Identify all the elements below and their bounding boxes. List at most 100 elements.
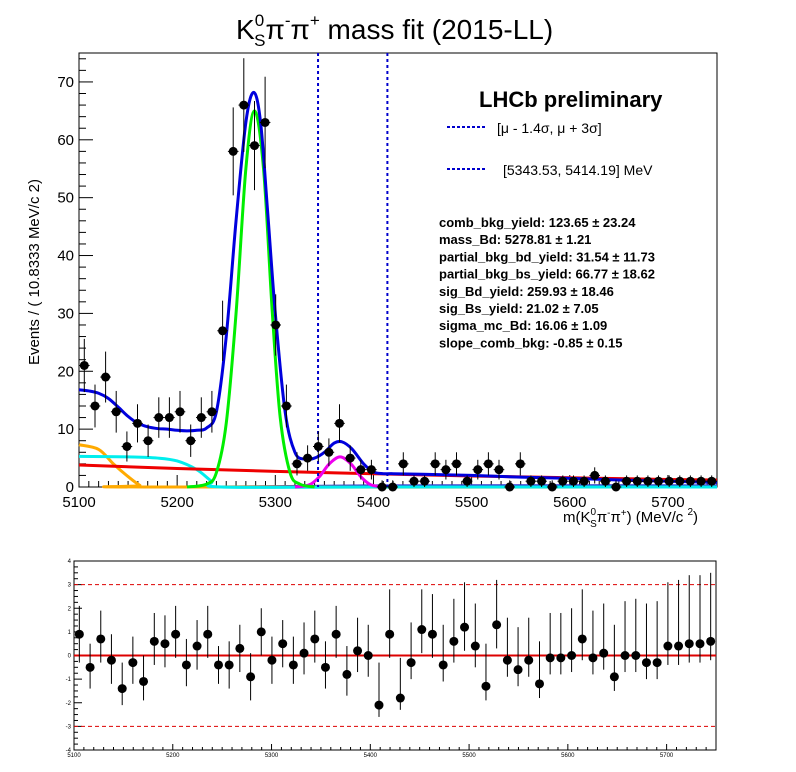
pull-y-tick-label: 4 xyxy=(68,559,72,565)
fit-parameter: mass_Bd: 5278.81 ± 1.21 xyxy=(439,232,591,247)
data-point xyxy=(610,480,622,492)
pull-y-tick-label: 3 xyxy=(68,583,72,589)
data-point xyxy=(621,475,632,487)
pull-point xyxy=(588,610,598,675)
pull-point xyxy=(695,575,705,663)
title-k: K xyxy=(236,14,255,45)
main-axes: 5100 5200 5300 5400 5500 5600 5700 0 10 20 30 40 50 6… xyxy=(57,58,718,511)
pull-point xyxy=(556,612,566,675)
pull-point xyxy=(460,582,470,651)
main-x-tick-label: 5200 xyxy=(160,494,193,511)
pull-point xyxy=(85,643,95,689)
data-point xyxy=(291,452,303,476)
pull-point xyxy=(128,636,138,684)
fit-parameters-box: comb_bkg_yield: 123.65 ± 23.24 mass_Bd: 5… xyxy=(439,215,655,350)
fit-curve-signal-bd xyxy=(186,109,315,489)
pull-point xyxy=(631,598,641,673)
pull-point xyxy=(641,603,651,680)
main-x-tick-label: 5600 xyxy=(553,494,586,511)
data-point xyxy=(695,475,707,487)
pull-x-tick-label: 5500 xyxy=(462,753,476,759)
data-point xyxy=(514,452,526,476)
pull-point xyxy=(406,622,416,680)
pull-x-tick-label: 5100 xyxy=(67,753,81,759)
pull-point xyxy=(481,643,491,701)
pull-point xyxy=(577,589,587,661)
pull-point xyxy=(171,605,181,658)
pull-x-tick-label: 5700 xyxy=(660,753,674,759)
data-point xyxy=(653,475,664,487)
data-point xyxy=(642,475,654,487)
data-point xyxy=(429,452,441,476)
data-point xyxy=(504,480,515,492)
pull-x-tick-label: 5400 xyxy=(364,753,378,759)
pull-point xyxy=(438,624,448,682)
data-point xyxy=(270,294,282,356)
data-point xyxy=(323,438,335,467)
title-sup2: + xyxy=(310,11,320,30)
data-point xyxy=(589,467,601,484)
data-point xyxy=(546,480,558,492)
main-x-tick-label: 5300 xyxy=(259,494,292,511)
fit-parameter: partial_bkg_bs_yield: 66.77 ± 18.62 xyxy=(439,267,655,282)
data-point xyxy=(100,351,111,403)
pull-point xyxy=(620,601,630,673)
fit-parameter: sig_Bs_yield: 21.02 ± 7.05 xyxy=(439,301,599,316)
pull-point xyxy=(342,646,352,696)
data-point xyxy=(408,475,420,487)
data-point xyxy=(344,445,356,471)
fit-parameter: sig_Bd_yield: 259.93 ± 18.46 xyxy=(439,284,614,299)
pull-point xyxy=(213,646,223,684)
pull-y-tick-label: 1 xyxy=(68,630,72,636)
pull-point xyxy=(363,624,373,677)
data-point xyxy=(206,390,218,433)
data-point xyxy=(164,397,175,438)
data-point xyxy=(110,390,122,433)
pull-point xyxy=(492,579,502,649)
pull-point xyxy=(385,589,395,658)
pull-point xyxy=(256,608,266,656)
title-sup1: - xyxy=(285,11,291,30)
pull-point xyxy=(181,638,191,687)
data-point xyxy=(153,397,165,438)
fit-curve-partial-bd xyxy=(78,454,718,489)
pull-point xyxy=(353,617,363,673)
main-data-points xyxy=(79,58,717,492)
pull-point xyxy=(310,610,320,663)
pull-point xyxy=(674,579,684,665)
data-point xyxy=(451,452,462,476)
pull-point xyxy=(534,641,544,699)
pull-point xyxy=(192,620,202,670)
pull-point xyxy=(235,624,245,673)
pull-y-tick-label: -3 xyxy=(66,724,72,730)
pull-point xyxy=(706,572,716,661)
data-point xyxy=(366,459,377,480)
data-point xyxy=(281,384,292,428)
data-point xyxy=(472,459,484,480)
pull-y-tick-label: 2 xyxy=(68,606,72,612)
data-point xyxy=(493,459,505,480)
pull-reference-lines xyxy=(74,584,716,727)
data-point xyxy=(249,101,260,191)
pull-data-points xyxy=(74,572,716,717)
mass-window-lines xyxy=(317,53,389,487)
data-point xyxy=(387,480,398,492)
data-point xyxy=(376,480,388,492)
pull-point xyxy=(331,605,341,658)
data-point xyxy=(483,452,494,476)
pull-point xyxy=(149,612,159,665)
pull-axes: 5100 5200 5300 5400 5500 5600 5700 -4 -3 -2 -1 0 1 2 3… xyxy=(66,559,717,759)
title-pi2: π xyxy=(291,14,310,45)
data-point xyxy=(557,475,569,487)
main-x-tick-label: 5500 xyxy=(455,494,488,511)
pull-x-tick-label: 5300 xyxy=(265,753,279,759)
data-point xyxy=(706,475,717,487)
lhcb-label: LHCb preliminary xyxy=(479,87,663,112)
pull-point xyxy=(470,603,480,668)
pull-point xyxy=(139,655,149,701)
pull-point xyxy=(160,615,170,668)
title-sub-s: S xyxy=(254,31,265,50)
pull-point xyxy=(106,634,116,684)
main-y-tick-label: 70 xyxy=(57,74,74,91)
pull-point xyxy=(652,601,662,680)
